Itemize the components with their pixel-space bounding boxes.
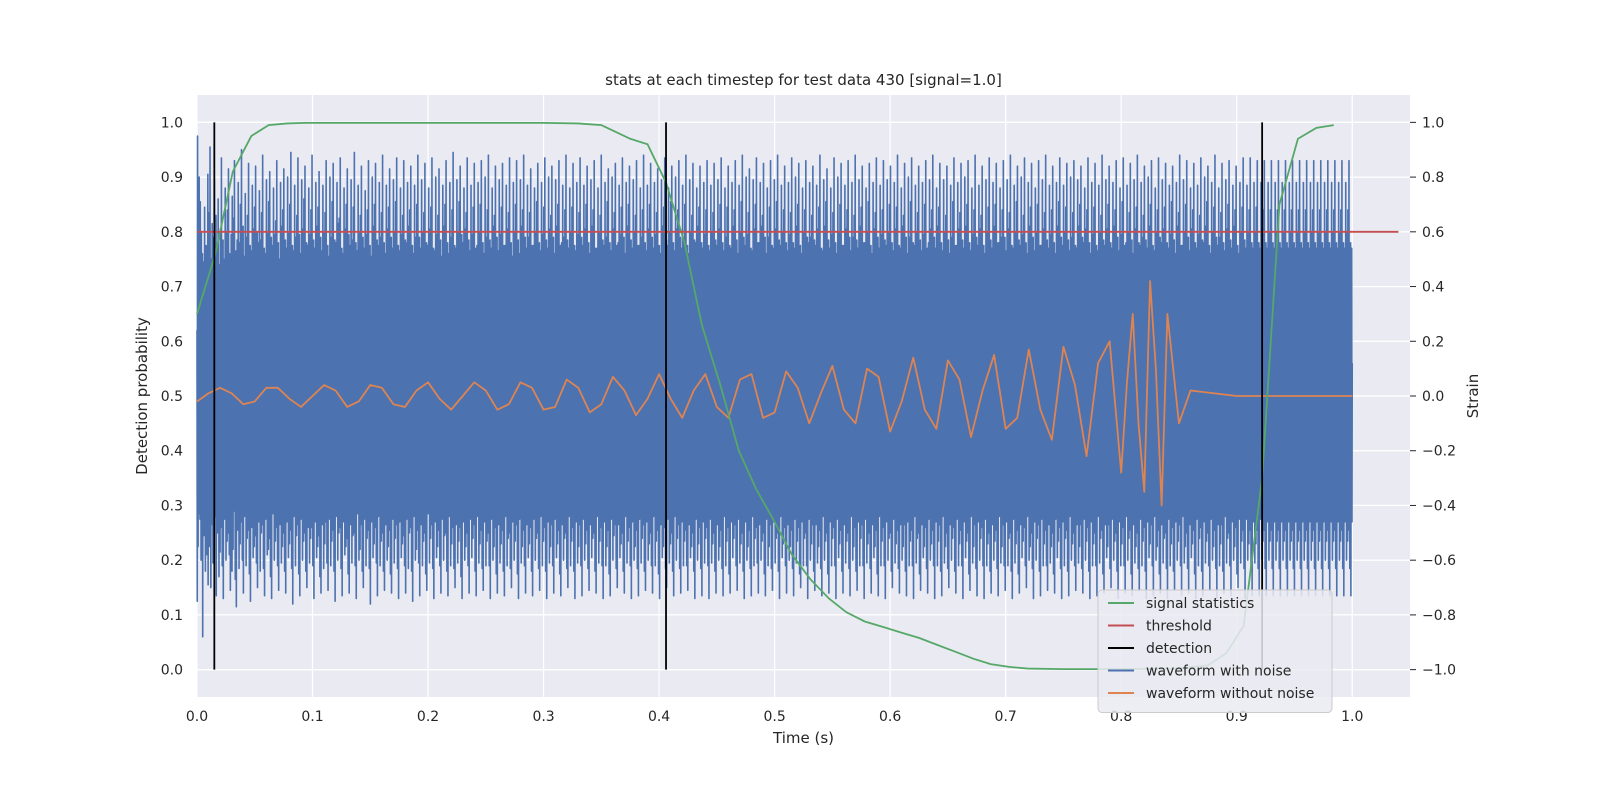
- y-left-tick-label: 0.2: [161, 553, 183, 569]
- y-right-tick-label: 0.2: [1422, 334, 1444, 350]
- legend: signal statistics threshold detection wavef…: [1097, 589, 1333, 713]
- y-left-tick-label: 0.9: [161, 170, 183, 186]
- x-tick-label: 0.2: [417, 709, 439, 725]
- legend-box: [1097, 589, 1333, 713]
- y-right-tick-label: 0.8: [1422, 170, 1444, 186]
- y-left-tick-label: 0.5: [161, 389, 183, 405]
- series-waveform-with-noise: [196, 135, 1354, 638]
- y-right-tick-label: −0.2: [1422, 444, 1456, 460]
- y-left-tick-label: 1.0: [161, 115, 183, 131]
- x-tick-label: 0.6: [879, 709, 901, 725]
- y-left-tick-label: 0.0: [161, 663, 183, 679]
- y-left-tick-label: 0.7: [161, 280, 183, 296]
- y-right-tick-label: −0.6: [1422, 553, 1456, 569]
- y-right-tick-label: 0.0: [1422, 389, 1444, 405]
- legend-label: waveform without noise: [1146, 686, 1314, 702]
- y-right-tick-label: 0.4: [1422, 280, 1444, 296]
- y-left-tick-label: 0.3: [161, 498, 183, 514]
- chart-title: stats at each timestep for test data 430…: [605, 71, 1002, 89]
- legend-label: detection: [1146, 641, 1212, 657]
- y-axis-right-label: Strain: [1464, 374, 1482, 418]
- x-tick-label: 0.5: [763, 709, 785, 725]
- x-tick-label: 1.0: [1341, 709, 1363, 725]
- y-right-tick-label: −0.4: [1422, 498, 1456, 514]
- legend-label: waveform with noise: [1146, 664, 1291, 680]
- x-axis-label: Time (s): [772, 729, 834, 747]
- y-right-tick-label: 0.6: [1422, 225, 1444, 241]
- series-layer: [196, 122, 1399, 670]
- x-tick-label: 0.4: [648, 709, 670, 725]
- x-tick-label: 0.7: [995, 709, 1017, 725]
- y-right-tick-label: 1.0: [1422, 115, 1444, 131]
- y-left-tick-label: 0.8: [161, 225, 183, 241]
- y-right-tick-label: −0.8: [1422, 608, 1456, 624]
- legend-label: signal statistics: [1146, 596, 1254, 612]
- y-left-tick-label: 0.4: [161, 444, 183, 460]
- x-tick-label: 0.1: [301, 709, 323, 725]
- y-right-tick-label: −1.0: [1422, 663, 1456, 679]
- x-tick-label: 0.0: [186, 709, 208, 725]
- y-left-tick-label: 0.1: [161, 608, 183, 624]
- series-waveform-without-noise: [196, 280, 1353, 507]
- y-axis-left-label: Detection probability: [133, 317, 151, 475]
- x-tick-label: 0.3: [532, 709, 554, 725]
- y-left-tick-label: 0.6: [161, 334, 183, 350]
- legend-label: threshold: [1146, 619, 1212, 635]
